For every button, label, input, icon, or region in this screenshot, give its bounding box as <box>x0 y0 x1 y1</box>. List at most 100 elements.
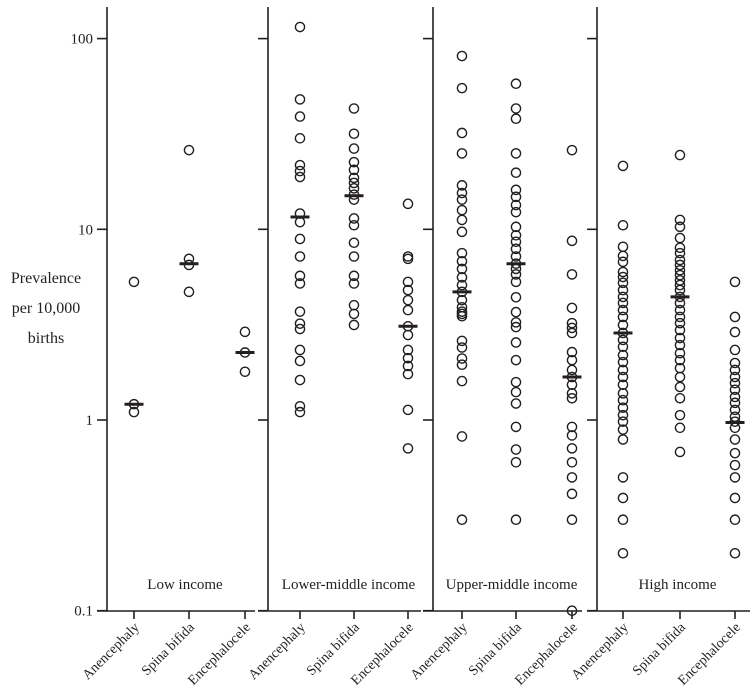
data-point <box>456 226 468 238</box>
data-point <box>674 269 686 281</box>
data-point <box>617 492 629 504</box>
data-point <box>294 171 306 183</box>
data-point <box>674 242 686 254</box>
data-point <box>239 347 251 358</box>
data-point <box>294 159 306 171</box>
data-point <box>566 514 578 526</box>
data-point <box>456 514 468 526</box>
data-point <box>128 398 140 410</box>
data-point <box>566 457 578 468</box>
data-point <box>348 103 360 114</box>
data-point <box>617 311 629 323</box>
data-point <box>566 371 578 383</box>
data-point <box>510 291 522 303</box>
data-point <box>729 311 741 323</box>
data-point <box>348 172 360 184</box>
y-tick-label: 10 <box>78 222 93 238</box>
data-point <box>294 306 306 317</box>
category-label: Anencephaly <box>80 620 143 683</box>
data-point <box>729 492 741 504</box>
data-point <box>348 143 360 154</box>
data-point <box>617 241 629 253</box>
y-tick-label: 1 <box>86 413 94 429</box>
data-point <box>510 199 522 211</box>
data-point <box>617 284 629 296</box>
data-point <box>510 191 522 203</box>
y-axis-title-line: births <box>28 330 64 347</box>
data-point <box>456 204 468 216</box>
data-point <box>402 404 414 416</box>
data-point <box>128 406 140 418</box>
data-point <box>674 304 686 316</box>
data-point <box>402 253 414 265</box>
data-point <box>510 398 522 409</box>
category-label: Spina bifida <box>304 620 363 679</box>
data-point <box>566 488 578 500</box>
data-point <box>729 547 741 559</box>
data-point <box>510 263 522 275</box>
data-point <box>348 156 360 168</box>
panel-label: High income <box>639 577 717 593</box>
data-point <box>510 167 522 179</box>
data-point <box>566 430 578 441</box>
data-point <box>674 339 686 351</box>
y-tick-label: 0.1 <box>74 604 93 620</box>
data-point <box>674 324 686 336</box>
data-point <box>617 349 629 361</box>
data-point <box>566 605 578 617</box>
data-point <box>729 371 741 383</box>
data-point <box>183 144 195 156</box>
data-point <box>566 392 578 404</box>
data-point <box>617 327 629 339</box>
data-point <box>294 400 306 412</box>
data-point <box>402 360 414 372</box>
data-point <box>348 189 360 200</box>
data-point <box>510 230 522 241</box>
data-point <box>348 177 360 189</box>
data-point <box>729 404 741 416</box>
data-point <box>510 337 522 348</box>
data-point <box>456 335 468 347</box>
data-point <box>729 391 741 403</box>
data-point <box>617 291 629 303</box>
data-point <box>348 237 360 249</box>
data-point <box>617 388 629 399</box>
data-point <box>239 366 251 378</box>
data-point <box>617 472 629 483</box>
data-point <box>674 291 686 303</box>
data-point <box>183 253 195 265</box>
data-point <box>674 232 686 244</box>
data-point <box>617 297 629 309</box>
data-point <box>674 381 686 393</box>
data-point <box>617 277 629 289</box>
data-point <box>402 276 414 288</box>
data-point <box>674 149 686 161</box>
data-point <box>294 21 306 33</box>
data-point <box>617 341 629 353</box>
data-point <box>617 514 629 526</box>
data-point <box>348 164 360 176</box>
data-point <box>348 299 360 311</box>
data-point <box>294 251 306 262</box>
data-point <box>617 271 629 283</box>
data-point <box>617 250 629 262</box>
data-point <box>294 111 306 122</box>
data-point <box>566 443 578 454</box>
data-point <box>674 264 686 276</box>
data-point <box>294 374 306 386</box>
y-axis-title-line: per 10,000 <box>12 300 80 317</box>
data-point <box>617 266 629 278</box>
data-point <box>456 263 468 275</box>
data-point <box>566 346 578 358</box>
data-point <box>729 411 741 423</box>
data-point <box>674 221 686 233</box>
data-point <box>566 144 578 156</box>
data-point <box>239 326 251 338</box>
data-point <box>510 317 522 328</box>
data-point <box>729 416 741 427</box>
data-point <box>456 294 468 306</box>
data-point <box>402 443 414 454</box>
data-point <box>510 78 522 90</box>
y-axis-title-line: Prevalence <box>11 270 81 287</box>
